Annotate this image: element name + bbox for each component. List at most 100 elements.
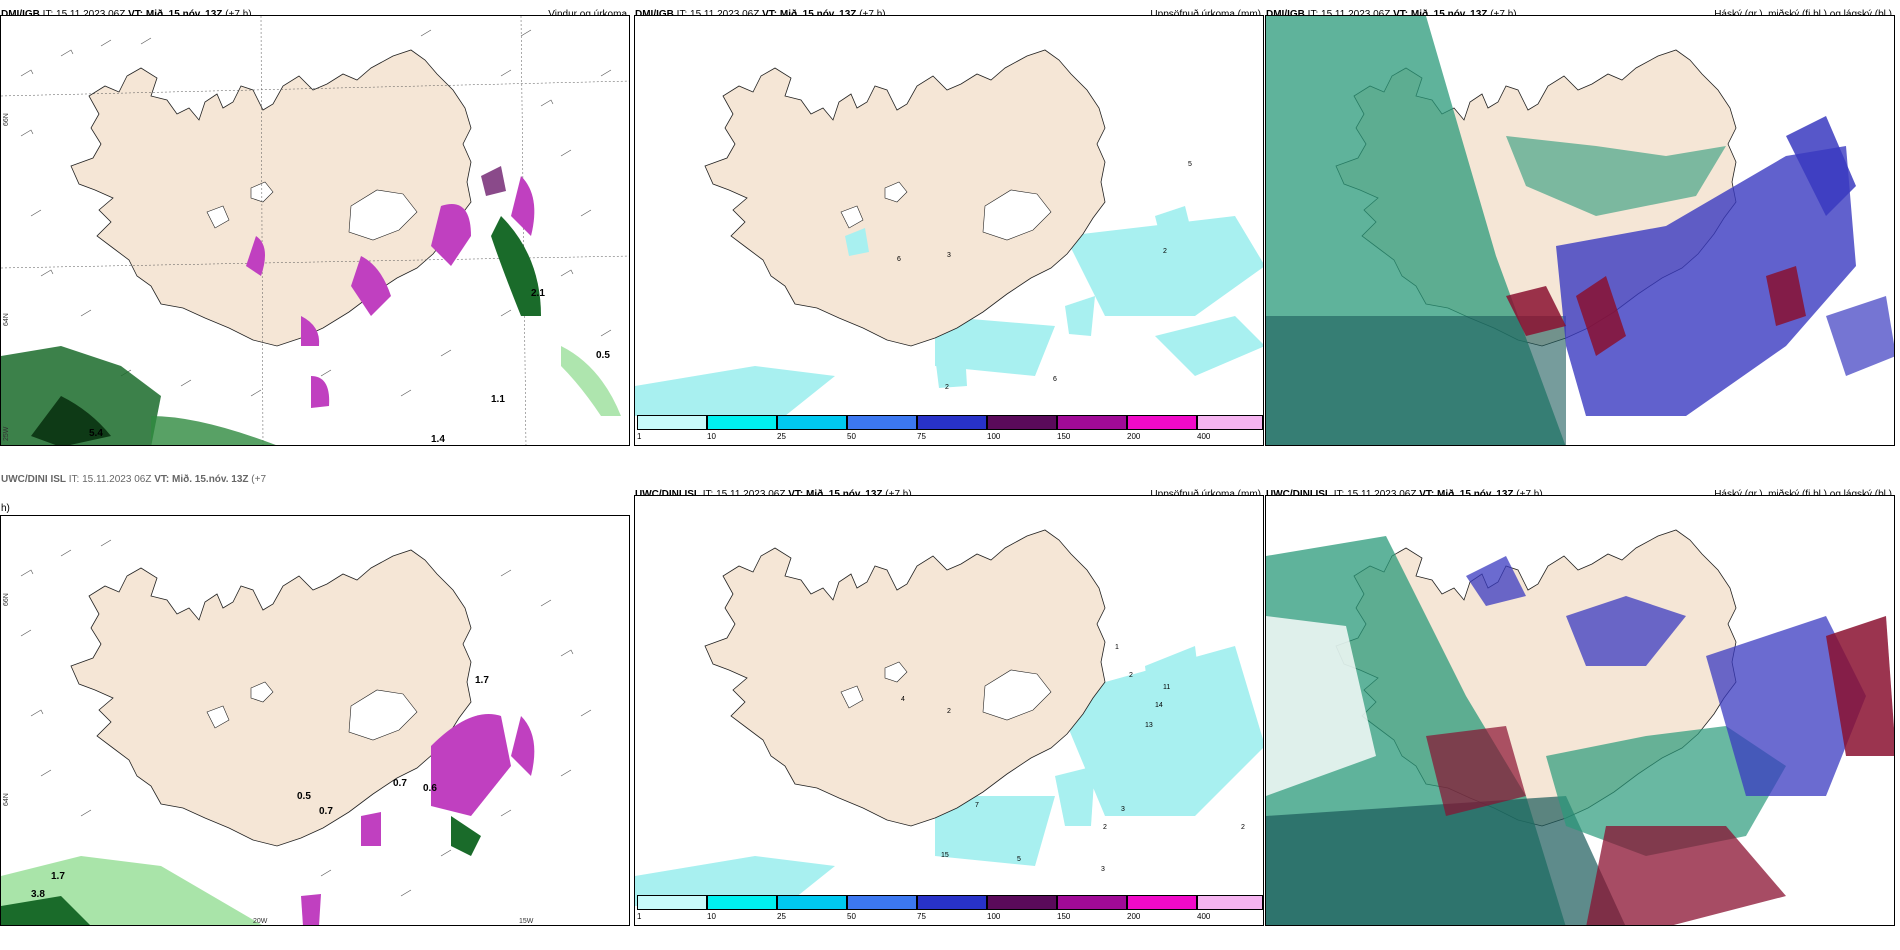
init-time: 15.11.2023 06Z	[1347, 489, 1416, 500]
colorbar-tick: 400	[1197, 432, 1211, 441]
panel-accumulated-precip-uwc: UWC/DINI ISL IT: 15.11.2023 06Z VT: Mið.…	[634, 480, 1264, 926]
colorbar-swatch	[777, 415, 847, 430]
panel-title: Vindur og úrkoma	[548, 9, 627, 20]
precip-value-label: 1.1	[491, 394, 505, 405]
axis-lon-label: 25W	[3, 426, 10, 441]
map-area[interactable]: 5 3 6 2 6 2 1 10 25 50 75 100 150 200 40…	[634, 15, 1264, 446]
map-area[interactable]	[1265, 15, 1895, 446]
colorbar-tick: 25	[777, 912, 786, 921]
precip-value-label: 13	[1145, 722, 1153, 729]
axis-lat-label: 66N	[3, 113, 10, 126]
vt-prefix: VT:	[154, 474, 170, 485]
iceland-land	[70, 549, 472, 847]
axis-lat-label: 64N	[3, 313, 10, 326]
precip-value-label: 5	[1017, 856, 1021, 863]
precip-areas	[1, 714, 535, 925]
colorbar-swatch	[707, 895, 777, 910]
colorbar-tick: 25	[777, 432, 786, 441]
precip-value-label: 3	[947, 252, 951, 259]
panel-clouds-dmi: DMI/IGB IT: 15.11.2023 06Z VT: Mið. 15.n…	[1265, 0, 1895, 446]
vt-prefix: VT:	[788, 489, 803, 500]
panel-header: DMI/IGB IT: 15.11.2023 06Z VT: Mið. 15.n…	[634, 0, 1264, 26]
map-area[interactable]: 1 2 4 2 14 11 13 15 2 3 3 2 7 5 1 10 25 …	[634, 495, 1264, 926]
valid-time: Mið. 15.nóv. 13Z	[806, 489, 883, 500]
precip-value-label: 3.8	[31, 889, 45, 900]
colorbar-swatch	[987, 415, 1057, 430]
panel-header: UWC/DINI ISL IT: 15.11.2023 06Z VT: Mið.…	[634, 480, 1264, 506]
precip-value-label: 6	[1053, 376, 1057, 383]
precip-value-label: 15	[941, 852, 949, 859]
precip-value-label: 5.4	[89, 428, 103, 439]
colorbar-tick: 1	[637, 432, 642, 441]
colorbar-swatch	[777, 895, 847, 910]
precip-value-label: 1.4	[431, 434, 445, 445]
model-source: DMI/IGB	[1, 9, 40, 20]
colorbar-swatch	[1197, 415, 1263, 430]
colorbar-tick: 200	[1127, 432, 1141, 441]
precip-value-label: 14	[1155, 702, 1163, 709]
map-area[interactable]: 5.4 0.5 1.1 1.4 2.1 66N 64N 25W 20W 15W	[0, 15, 630, 446]
colorbar-tick: 100	[987, 432, 1001, 441]
model-source: UWC/DINI ISL	[1, 474, 66, 485]
colorbar-tick: 50	[847, 912, 856, 921]
precip-areas-land	[845, 206, 1195, 388]
map-svg	[1, 16, 629, 445]
axis-lon-label: 15W	[519, 918, 534, 925]
axis-lat-label: 66N	[3, 593, 10, 606]
colorbar: 1 10 25 50 75 100 150 200 400	[637, 895, 1263, 923]
model-source: DMI/IGB	[635, 9, 674, 20]
precip-value-label: 2.1	[531, 288, 545, 299]
panel-title: Háský (gr.), miðský (fj.bl.) og lágský (…	[1714, 489, 1892, 500]
colorbar-tick: 10	[707, 432, 716, 441]
colorbar-tick: 150	[1057, 912, 1071, 921]
precip-value-label: 2	[1129, 672, 1133, 679]
valid-time: Mið. 15.nóv. 13Z	[780, 9, 857, 20]
panel-accumulated-precip-dmi: DMI/IGB IT: 15.11.2023 06Z VT: Mið. 15.n…	[634, 0, 1264, 446]
it-prefix: IT:	[677, 9, 688, 20]
precip-value-label: 2	[945, 384, 949, 391]
colorbar-swatch	[917, 415, 987, 430]
colorbar: 1 10 25 50 75 100 150 200 400	[637, 415, 1263, 443]
colorbar-tick: 50	[847, 432, 856, 441]
map-area[interactable]: 1.7 3.8 0.7 0.6 0.5 1.7 0.7 66N 64N 20W …	[0, 515, 630, 926]
colorbar-tick: 150	[1057, 432, 1071, 441]
colorbar-tick: 200	[1127, 912, 1141, 921]
precip-value-label: 1.7	[475, 675, 489, 686]
map-area[interactable]	[1265, 495, 1895, 926]
colorbar-swatch	[847, 895, 917, 910]
panel-clouds-uwc: UWC/DINI ISL IT: 15.11.2023 06Z VT: Mið.…	[1265, 480, 1895, 926]
vt-prefix: VT:	[128, 9, 143, 20]
panel-title: Uppsöfnuð úrkoma (mm)	[1150, 9, 1261, 20]
precip-value-label: 7	[975, 802, 979, 809]
precip-value-label: 11	[1163, 684, 1171, 691]
precip-value-label: 0.6	[423, 783, 437, 794]
colorbar-swatch	[917, 895, 987, 910]
axis-lon-label: 20W	[253, 918, 268, 925]
panel-title: h)	[1, 503, 10, 514]
it-prefix: IT:	[43, 9, 54, 20]
map-svg	[1266, 16, 1894, 445]
colorbar-swatch	[1057, 415, 1127, 430]
panel-wind-precip-uwc: UWC/DINI ISL IT: 15.11.2023 06Z VT: Mið.…	[0, 474, 630, 926]
panel-header: DMI/IGB IT: 15.11.2023 06Z VT: Mið. 15.n…	[0, 0, 630, 26]
precip-value-label: 2	[1103, 824, 1107, 831]
model-source: UWC/DINI ISL	[1266, 489, 1331, 500]
precip-value-label: 4	[901, 696, 905, 703]
valid-time: Mið. 15.nóv. 13Z	[1437, 489, 1514, 500]
colorbar-tick: 75	[917, 912, 926, 921]
precip-areas-land	[1055, 646, 1205, 826]
colorbar-swatch	[637, 415, 707, 430]
colorbar-tick: 1	[637, 912, 642, 921]
colorbar-tick: 100	[987, 912, 1001, 921]
iceland-land	[704, 529, 1106, 827]
valid-time: Mið. 15.nóv. 13Z	[146, 9, 223, 20]
precip-value-label: 0.7	[393, 778, 407, 789]
iceland-land	[70, 49, 472, 347]
it-prefix: IT:	[68, 474, 80, 485]
init-time: 15.11.2023 06Z	[1321, 9, 1390, 20]
colorbar-swatch	[1127, 415, 1197, 430]
panel-header: UWC/DINI ISL IT: 15.11.2023 06Z VT: Mið.…	[1265, 480, 1895, 506]
precip-value-label: 6	[897, 256, 901, 263]
valid-time: Mið. 15.nóv. 13Z	[172, 474, 249, 485]
colorbar-swatch	[1127, 895, 1197, 910]
